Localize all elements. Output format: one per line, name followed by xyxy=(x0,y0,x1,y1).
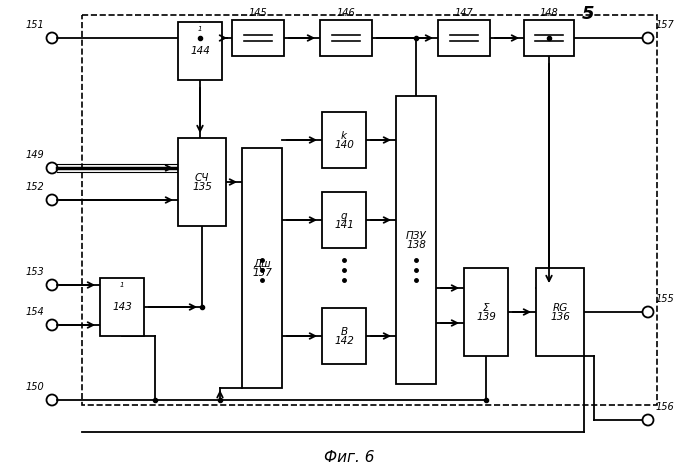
Bar xyxy=(322,308,366,364)
Text: 151: 151 xyxy=(25,20,44,30)
Text: g: g xyxy=(340,211,347,221)
Text: ПЗУ: ПЗУ xyxy=(405,231,426,241)
Bar xyxy=(178,138,226,226)
Text: 145: 145 xyxy=(249,8,268,18)
Bar xyxy=(322,112,366,168)
Text: 156: 156 xyxy=(656,402,675,412)
Text: 139: 139 xyxy=(476,312,496,322)
Text: 148: 148 xyxy=(540,8,559,18)
Text: 5: 5 xyxy=(582,5,594,23)
Text: 157: 157 xyxy=(656,20,675,30)
Bar xyxy=(232,20,284,56)
Text: Σ: Σ xyxy=(483,303,489,313)
Text: 150: 150 xyxy=(25,382,44,392)
Text: 153: 153 xyxy=(25,267,44,277)
Text: 149: 149 xyxy=(25,150,44,160)
Bar xyxy=(100,278,144,336)
Bar xyxy=(396,96,436,384)
Text: Фиг. 6: Фиг. 6 xyxy=(324,451,374,466)
Text: 144: 144 xyxy=(190,46,210,56)
Text: 140: 140 xyxy=(334,140,354,150)
Bar xyxy=(322,192,366,248)
Text: 147: 147 xyxy=(454,8,473,18)
Bar xyxy=(178,22,222,80)
Bar xyxy=(524,20,574,56)
Bar xyxy=(82,15,657,405)
Text: СЧ: СЧ xyxy=(195,173,209,183)
Text: 1: 1 xyxy=(198,26,202,32)
Text: 1: 1 xyxy=(120,282,124,288)
Text: 155: 155 xyxy=(656,294,675,304)
Bar xyxy=(464,268,508,356)
Text: B: B xyxy=(340,327,347,337)
Text: 138: 138 xyxy=(406,240,426,250)
Bar xyxy=(438,20,490,56)
Text: 143: 143 xyxy=(112,302,132,312)
Text: 142: 142 xyxy=(334,336,354,346)
Bar xyxy=(536,268,584,356)
Text: 141: 141 xyxy=(334,220,354,230)
Text: Дш: Дш xyxy=(253,259,271,269)
Text: 136: 136 xyxy=(550,312,570,322)
Text: 154: 154 xyxy=(25,307,44,317)
Text: 152: 152 xyxy=(25,182,44,192)
Text: 135: 135 xyxy=(192,182,212,192)
Text: 137: 137 xyxy=(252,268,272,278)
Text: 146: 146 xyxy=(337,8,355,18)
Bar xyxy=(242,148,282,388)
Bar xyxy=(320,20,372,56)
Text: RG: RG xyxy=(552,303,568,313)
Text: k: k xyxy=(341,131,347,141)
